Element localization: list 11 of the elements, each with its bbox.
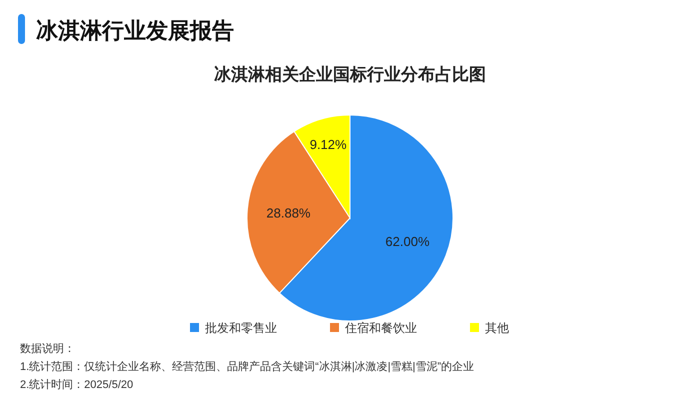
- data-label: 28.88%: [266, 205, 311, 220]
- text: 1.统计范围：仅统计企业名称、经营范围、品牌产品含关键词“冰淇淋|冰激凌|雪糕|雪泥”的企业: [20, 360, 474, 373]
- data-label: 62.00%: [385, 234, 430, 249]
- text: 2.统计时间：2025/5/20: [20, 378, 134, 391]
- legend-label: 住宿和餐饮业: [344, 321, 417, 335]
- legend-label: 批发和零售业: [205, 321, 277, 335]
- chart-subtitle: 冰淇淋相关企业国标行业分布占比图: [214, 65, 486, 84]
- chart-title: 冰淇淋行业发展报告: [36, 18, 234, 43]
- data-label: 9.12%: [310, 136, 348, 152]
- text: 数据说明：: [20, 343, 75, 355]
- legend-label: 其他: [485, 321, 509, 335]
